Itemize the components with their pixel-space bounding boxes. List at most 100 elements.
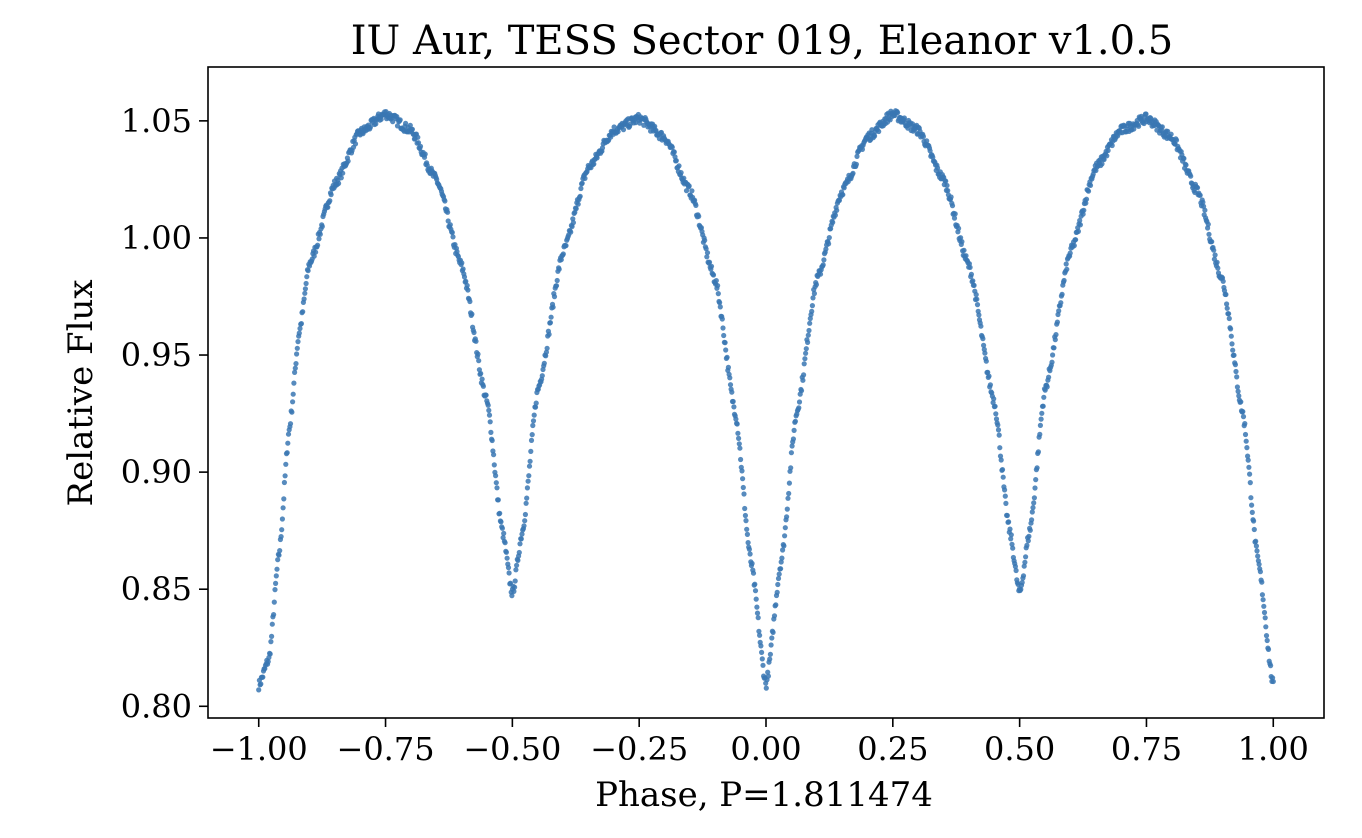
data-point: [759, 656, 765, 662]
data-point: [826, 241, 832, 247]
data-point: [673, 158, 679, 164]
data-point: [526, 463, 533, 469]
data-point: [803, 350, 809, 356]
data-point: [417, 143, 424, 149]
data-point: [826, 235, 832, 241]
data-point: [525, 478, 531, 484]
data-point: [543, 349, 550, 355]
data-point: [758, 643, 764, 649]
data-point: [582, 175, 588, 181]
data-point: [742, 505, 748, 512]
data-point: [1251, 526, 1257, 533]
data-point: [805, 332, 811, 338]
data-point: [1253, 543, 1259, 549]
data-point: [780, 547, 786, 553]
data-point: [1022, 559, 1028, 565]
data-point: [1026, 533, 1032, 540]
data-point: [949, 203, 956, 209]
data-point: [963, 253, 969, 259]
data-point: [786, 490, 792, 497]
data-point: [301, 296, 307, 302]
data-point: [773, 602, 779, 608]
data-point: [959, 239, 965, 245]
data-point: [265, 659, 271, 665]
data-point: [821, 257, 827, 263]
data-point: [294, 351, 300, 357]
data-point: [958, 235, 964, 241]
data-point: [493, 480, 499, 486]
data-point: [489, 437, 495, 444]
data-point: [1101, 156, 1107, 163]
data-point: [676, 163, 682, 169]
data-point: [1254, 548, 1260, 554]
data-point: [1105, 147, 1111, 154]
data-point: [505, 565, 512, 571]
data-point: [744, 526, 750, 532]
data-point: [328, 192, 334, 198]
data-point: [755, 615, 761, 621]
data-point: [546, 331, 552, 337]
data-point: [876, 128, 882, 135]
data-point: [1260, 597, 1266, 603]
data-point: [390, 119, 396, 125]
data-point: [813, 282, 820, 288]
data-point: [1233, 368, 1239, 375]
data-point: [733, 416, 739, 422]
data-point: [717, 300, 723, 306]
data-point: [269, 633, 275, 640]
data-point: [820, 262, 826, 268]
data-point: [1061, 277, 1067, 284]
data-point: [319, 223, 325, 230]
data-point: [1085, 188, 1092, 194]
data-point: [327, 198, 333, 204]
data-point: [471, 329, 477, 336]
data-point: [1211, 247, 1217, 253]
data-point: [803, 346, 809, 352]
data-point: [313, 249, 319, 255]
y-tick-label: 0.95: [121, 336, 192, 374]
data-point: [1253, 538, 1259, 544]
data-point: [415, 134, 421, 140]
data-point: [806, 327, 812, 334]
data-point: [952, 211, 958, 217]
data-point: [978, 323, 984, 329]
data-point: [1242, 431, 1249, 438]
data-point: [1251, 518, 1257, 524]
x-axis-label: Phase, P=1.811474: [595, 775, 933, 815]
data-point: [503, 549, 509, 555]
data-point: [524, 495, 530, 501]
data-point: [796, 399, 803, 405]
data-point: [407, 122, 413, 128]
data-point: [1238, 399, 1244, 405]
data-point: [305, 268, 311, 274]
data-point: [530, 418, 537, 424]
data-point: [1058, 300, 1064, 306]
data-point: [463, 278, 469, 284]
data-point: [765, 673, 772, 679]
data-point: [531, 412, 537, 418]
data-point: [784, 506, 790, 512]
data-point: [778, 566, 784, 572]
data-point: [273, 573, 279, 579]
data-point: [275, 557, 281, 563]
data-point: [277, 548, 283, 554]
data-point: [790, 436, 797, 442]
data-point: [1080, 211, 1086, 217]
data-point: [784, 514, 790, 520]
data-point: [802, 356, 808, 362]
data-point: [511, 584, 518, 590]
data-point: [809, 308, 815, 314]
data-point: [1173, 137, 1180, 143]
data-point: [292, 365, 298, 371]
data-point: [1214, 259, 1220, 265]
data-point: [895, 110, 901, 116]
data-point: [1044, 384, 1050, 390]
data-point: [1263, 633, 1270, 639]
data-point: [1246, 464, 1252, 470]
data-point: [1003, 500, 1009, 506]
data-point: [746, 546, 753, 552]
data-point: [722, 340, 728, 346]
data-point: [486, 407, 492, 413]
data-point: [686, 183, 692, 189]
data-point: [823, 246, 829, 252]
